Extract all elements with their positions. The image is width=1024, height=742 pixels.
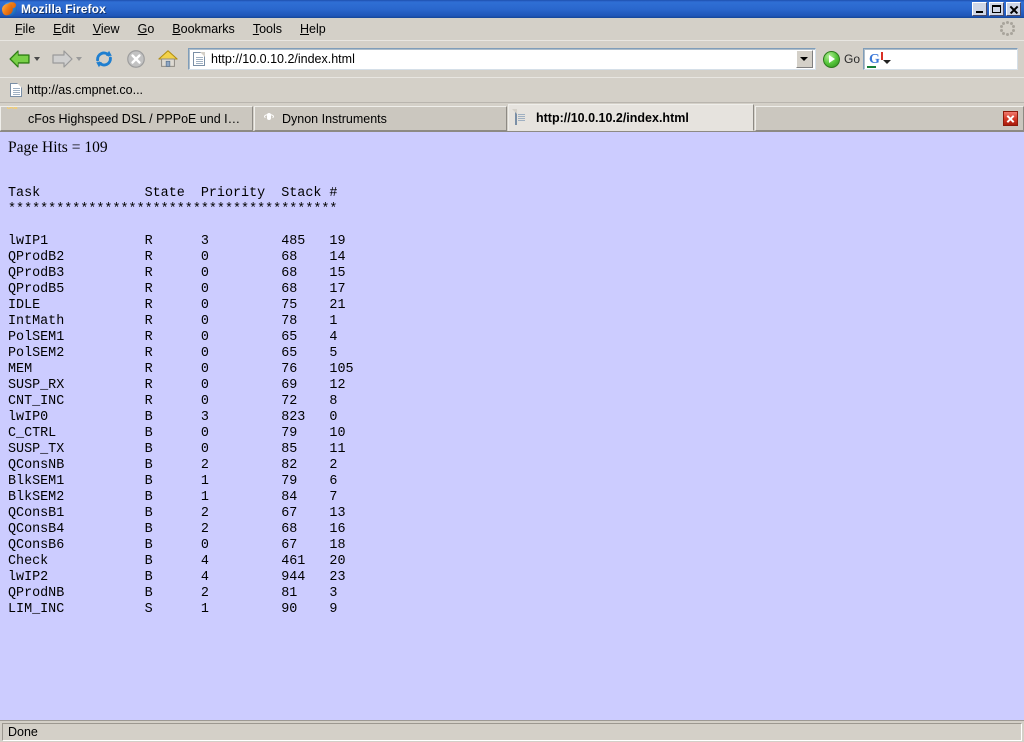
window-controls [972, 2, 1022, 16]
bookmark-label: http://as.cmpnet.co... [27, 83, 144, 97]
firefox-logo-icon [0, 0, 18, 17]
go-button[interactable]: Go [822, 50, 860, 68]
forward-arrow-icon [52, 50, 73, 68]
menu-bookmarks[interactable]: Bookmarks [172, 22, 235, 36]
page-icon [10, 83, 22, 97]
reload-icon [96, 50, 112, 68]
menu-view[interactable]: View [92, 22, 120, 36]
page-icon [193, 52, 205, 66]
minimize-button[interactable] [972, 2, 987, 16]
tab-cfos[interactable]: cFos Highspeed DSL / PPPoE und ISDN CAP.… [0, 106, 253, 131]
bookmarks-toolbar: http://as.cmpnet.co... [0, 77, 1024, 102]
search-input[interactable]: G [863, 48, 1018, 70]
forward-dropdown-icon[interactable] [76, 57, 82, 61]
throbber-icon [999, 20, 1016, 37]
menu-tools[interactable]: Tools [252, 22, 282, 36]
address-dropdown-button[interactable] [795, 50, 813, 68]
menu-help[interactable]: Help [300, 22, 326, 36]
back-button[interactable] [4, 44, 36, 75]
navigation-toolbar: http://10.0.10.2/index.html Go G [0, 40, 1024, 77]
dynon-favicon-icon [261, 111, 277, 127]
stop-button[interactable] [120, 44, 152, 75]
go-button-label: Go [843, 52, 860, 66]
tab-index-html[interactable]: http://10.0.10.2/index.html [508, 104, 754, 131]
tab-bar-empty-space [755, 106, 1024, 131]
reload-button[interactable] [88, 44, 120, 75]
menu-edit[interactable]: Edit [53, 22, 75, 36]
status-bar: Done [0, 720, 1024, 742]
close-tab-button[interactable] [1003, 111, 1018, 126]
back-arrow-icon [9, 50, 30, 68]
tab-label: cFos Highspeed DSL / PPPoE und ISDN CAP.… [28, 111, 244, 126]
tab-dynon[interactable]: Dynon Instruments [254, 106, 507, 131]
cfos-favicon-icon [7, 111, 23, 127]
address-bar[interactable]: http://10.0.10.2/index.html [188, 48, 816, 70]
menu-file[interactable]: File [15, 22, 36, 36]
task-table: Task State Priority Stack # ************… [8, 186, 354, 618]
menu-bar: File Edit View Go Bookmarks Tools Help [0, 18, 1024, 40]
home-icon [158, 50, 178, 67]
address-bar-value: http://10.0.10.2/index.html [211, 52, 355, 66]
home-button[interactable] [152, 44, 184, 75]
tab-label: Dynon Instruments [282, 111, 387, 126]
back-dropdown-icon[interactable] [34, 57, 40, 61]
maximize-button[interactable] [989, 2, 1004, 16]
menu-go[interactable]: Go [137, 22, 155, 36]
stop-icon [127, 50, 145, 68]
title-bar: Mozilla Firefox [0, 0, 1024, 18]
go-icon [822, 50, 840, 68]
page-hits-text: Page Hits = 109 [8, 139, 108, 156]
page-favicon-icon [515, 108, 531, 126]
window-title: Mozilla Firefox [21, 2, 106, 16]
bookmark-item[interactable]: http://as.cmpnet.co... [5, 81, 148, 99]
tab-bar: cFos Highspeed DSL / PPPoE und ISDN CAP.… [0, 102, 1024, 131]
search-engine-dropdown-icon[interactable] [883, 59, 891, 64]
status-text: Done [2, 722, 1022, 741]
page-content: Page Hits = 109 Task State Priority Stac… [0, 131, 1024, 720]
close-button[interactable] [1006, 2, 1021, 16]
google-g-icon: G [867, 51, 883, 68]
forward-button[interactable] [46, 44, 78, 75]
tab-label: http://10.0.10.2/index.html [536, 110, 689, 125]
